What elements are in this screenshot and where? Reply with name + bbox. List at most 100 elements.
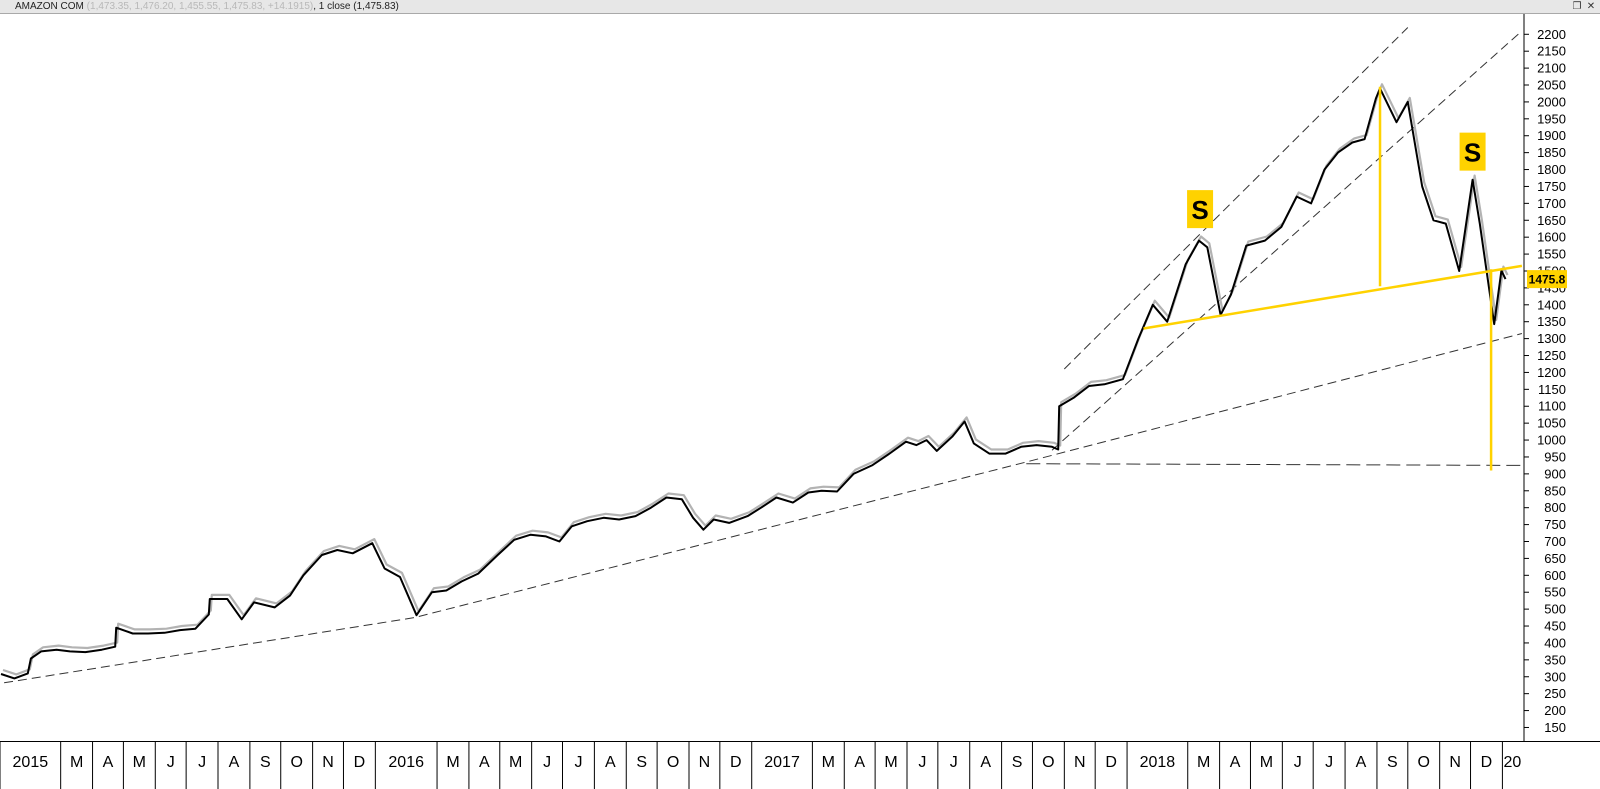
y-tick-label: 2000	[1537, 94, 1566, 109]
x-month-label: N	[1449, 754, 1461, 771]
y-tick-label: 1650	[1537, 213, 1566, 228]
y-tick-label: 800	[1544, 500, 1566, 515]
close-value: (1,475.83)	[353, 1, 399, 12]
y-tick-label: 2100	[1537, 61, 1566, 76]
y-tick-label: 400	[1544, 635, 1566, 650]
s-label-text: S	[1191, 195, 1208, 225]
x-month-label: O	[290, 754, 302, 771]
annotation-layer: S S 1475.8	[1143, 86, 1567, 471]
y-tick-label: 200	[1544, 703, 1566, 718]
price-range-shadow	[2, 83, 1509, 676]
x-axis: 2015 M A M J J A S O N D 2016 M A M J J A S O N D 2017 M A M J J A S O…	[0, 741, 1600, 789]
y-tick-label: 1850	[1537, 145, 1566, 160]
x-month-label: A	[605, 754, 616, 771]
long-term-trendline	[4, 333, 1523, 684]
y-tick-label: 1200	[1537, 365, 1566, 380]
x-month-label: N	[699, 754, 711, 771]
x-month-label: D	[354, 754, 366, 771]
y-tick-label: 550	[1544, 585, 1566, 600]
y-tick-label: 1300	[1537, 331, 1566, 346]
y-tick-label: 1100	[1538, 399, 1566, 414]
x-year-label: 2018	[1140, 754, 1176, 771]
last-price-label: 1475.8	[1529, 273, 1566, 287]
y-tick-label: 700	[1544, 534, 1566, 549]
y-tick-label: 2150	[1537, 44, 1566, 59]
neckline	[1143, 264, 1523, 330]
x-month-label: J	[918, 754, 926, 771]
x-month-label: A	[1356, 754, 1367, 771]
x-month-label: D	[730, 754, 742, 771]
x-month-label: A	[854, 754, 865, 771]
x-month-label: O	[1418, 754, 1430, 771]
x-month-label: M	[1197, 754, 1210, 771]
y-tick-label: 850	[1544, 483, 1566, 498]
x-year-label: 2015	[13, 754, 49, 771]
y-tick-label: 350	[1544, 652, 1566, 667]
y-tick-label: 750	[1544, 517, 1566, 532]
x-month-label: D	[1481, 754, 1493, 771]
x-year-label: 20	[1504, 754, 1522, 771]
y-tick-label: 950	[1544, 449, 1566, 464]
x-year-label: 2016	[388, 754, 424, 771]
lower-channel-line	[1051, 30, 1523, 451]
y-tick-label: 1000	[1537, 433, 1566, 448]
y-tick-label: 250	[1544, 686, 1566, 701]
y-tick-label: 300	[1544, 669, 1566, 684]
x-month-label: M	[822, 754, 835, 771]
symbol-name: AMAZON COM	[15, 1, 84, 12]
x-month-label: M	[446, 754, 459, 771]
x-month-label: J	[1325, 754, 1333, 771]
close-icon[interactable]: ✕	[1586, 1, 1596, 12]
y-tick-label: 500	[1544, 602, 1566, 617]
y-tick-label: 1400	[1537, 297, 1566, 312]
upper-channel-line	[1063, 27, 1409, 370]
x-month-label: A	[479, 754, 490, 771]
y-tick-label: 1900	[1537, 128, 1566, 143]
x-month-label: A	[229, 754, 240, 771]
x-month-label: S	[636, 754, 647, 771]
y-tick-label: 1250	[1537, 348, 1566, 363]
y-tick-label: 900	[1544, 466, 1566, 481]
s-label-box	[1459, 132, 1486, 171]
x-month-label: J	[543, 754, 551, 771]
x-month-label: J	[950, 754, 958, 771]
horizontal-support-line	[1026, 463, 1522, 466]
chart-title-bar: AMAZON COM (1,473.35, 1,476.20, 1,455.55…	[0, 0, 1600, 14]
last-price-box	[1527, 270, 1567, 289]
y-tick-label: 650	[1544, 551, 1566, 566]
x-month-label: J	[198, 754, 206, 771]
window-restore-icon[interactable]: ❐	[1572, 1, 1582, 12]
price-line	[0, 87, 1507, 680]
y-tick-label: 150	[1544, 720, 1566, 735]
x-month-label: D	[1105, 754, 1117, 771]
y-tick-label: 1950	[1537, 111, 1566, 126]
chart-header: AMAZON COM (1,473.35, 1,476.20, 1,455.55…	[15, 0, 399, 13]
x-month-label: J	[1294, 754, 1302, 771]
s-label-text: S	[1464, 138, 1481, 168]
x-year-label: 2017	[764, 754, 800, 771]
x-month-label: S	[260, 754, 271, 771]
x-month-label: N	[322, 754, 334, 771]
x-month-label: S	[1012, 754, 1023, 771]
y-tick-label: 2200	[1537, 27, 1566, 42]
y-tick-label: 1350	[1537, 314, 1566, 329]
y-tick-label: 450	[1544, 619, 1566, 634]
x-month-label: A	[103, 754, 114, 771]
x-month-label: M	[509, 754, 522, 771]
x-month-label: O	[667, 754, 679, 771]
y-tick-label: 1600	[1537, 230, 1566, 245]
x-month-label: N	[1074, 754, 1086, 771]
x-month-label: M	[1260, 754, 1273, 771]
y-tick-label: 600	[1544, 568, 1566, 583]
y-tick-label: 1800	[1537, 162, 1566, 177]
y-tick-label: 1050	[1537, 416, 1566, 431]
x-month-label: J	[574, 754, 582, 771]
s-label-box	[1187, 190, 1214, 229]
y-tick-label: 2050	[1537, 78, 1566, 93]
y-tick-label: 1150	[1538, 382, 1566, 397]
x-month-label: J	[167, 754, 175, 771]
close-label: , 1 close	[313, 1, 351, 12]
y-tick-label: 1700	[1537, 196, 1566, 211]
